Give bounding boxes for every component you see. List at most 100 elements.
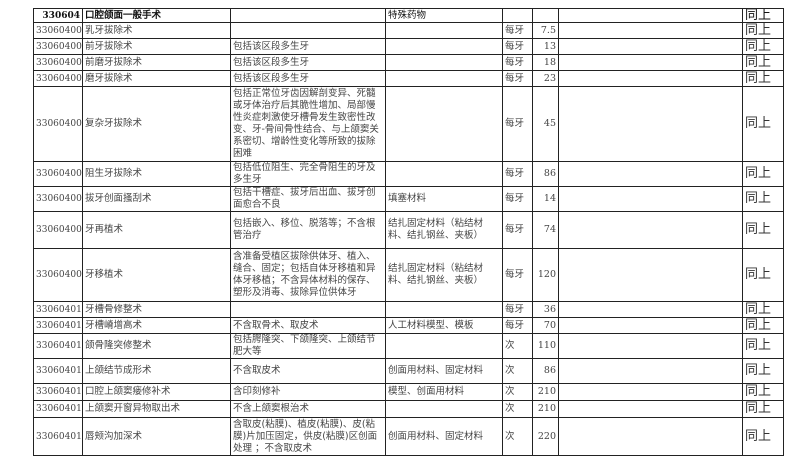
item-remark xyxy=(558,317,743,334)
table-row: 330604016 唇颊沟加深术 含取皮(粘膜)、植皮(粘膜)、皮(粘膜)片加压固定… xyxy=(33,417,784,456)
table-row: 330604010 牙槽骨修整术 每牙 36 同上 xyxy=(33,301,784,318)
table-row: 330604011 牙槽嵴增高术 不含取骨术、取皮术 人工材料模型、模板 每牙 70 同上 xyxy=(33,317,784,334)
table-row: 330604014 口腔上颌窦瘘修补术 含印刻修补 模型、创面用材料次 210 同上 xyxy=(33,383,784,401)
item-code: 330604015 xyxy=(33,400,83,418)
item-code: 330604003 xyxy=(33,54,83,71)
section-name: 口腔颌面一般手术 xyxy=(82,8,231,23)
item-excluded-materials xyxy=(385,301,503,318)
item-description: 不含取皮术 xyxy=(230,358,386,384)
item-name: 上颌窦开窗异物取出术 xyxy=(82,400,231,418)
item-excluded-materials: 结扎固定材料（粘结材料、结扎钢丝、夹板） xyxy=(385,248,503,302)
item-name: 牙再植术 xyxy=(82,211,231,249)
item-name: 阻生牙拔除术 xyxy=(82,161,231,187)
item-price: 45 xyxy=(532,86,559,162)
section-price xyxy=(532,8,559,23)
item-description xyxy=(230,22,386,39)
item-description: 包括该区段多生牙 xyxy=(230,54,386,71)
item-unit: 每牙 xyxy=(502,317,533,334)
item-excluded-materials: 人工材料模型、模板 xyxy=(385,317,503,334)
item-price: 18 xyxy=(532,54,559,71)
table-row: 330604013 上颌结节成形术 不含取皮术 创面用材料、固定材料次 86 同上 xyxy=(33,358,784,384)
item-excluded-materials: 创面用材料、固定材料 xyxy=(385,358,503,384)
item-price: 13 xyxy=(532,38,559,55)
item-price: 74 xyxy=(532,211,559,249)
table-row: 330604009 牙移植术 含准备受植区拔除供体牙、植入、缝合、固定；包括自体牙移… xyxy=(33,248,784,302)
item-description: 包括腭隆突、下颌隆突、上颌结节肥大等 xyxy=(230,333,386,359)
item-name: 牙移植术 xyxy=(82,248,231,302)
item-name: 口腔上颌窦瘘修补术 xyxy=(82,383,231,401)
item-excluded-materials xyxy=(385,22,503,39)
item-remark xyxy=(558,333,743,359)
item-code: 330604011 xyxy=(33,317,83,334)
item-price: 210 xyxy=(532,400,559,418)
item-excluded-materials xyxy=(385,161,503,187)
item-price: 14 xyxy=(532,186,559,212)
table-row: 330604006 阻生牙拔除术 包括低位阻生、完全骨阻生的牙及多生牙 每牙 86 同上 xyxy=(33,161,784,187)
item-description xyxy=(230,301,386,318)
item-code: 330604004 xyxy=(33,70,83,87)
item-description: 包括该区段多生牙 xyxy=(230,38,386,55)
item-name: 乳牙拔除术 xyxy=(82,22,231,39)
section-header-row: 330604 口腔颌面一般手术 特殊药物 同上 xyxy=(33,8,784,23)
item-price: 23 xyxy=(532,70,559,87)
item-unit: 每牙 xyxy=(502,248,533,302)
section-note: 同上 xyxy=(742,8,784,23)
item-name: 拔牙创面搔刮术 xyxy=(82,186,231,212)
item-excluded-materials: 结扎固定材料（粘结材料、结扎钢丝、夹板） xyxy=(385,211,503,249)
item-excluded-materials xyxy=(385,70,503,87)
item-note: 同上 xyxy=(742,186,784,212)
item-unit: 每牙 xyxy=(502,211,533,249)
item-price: 220 xyxy=(532,417,559,456)
item-unit: 每牙 xyxy=(502,54,533,71)
item-note: 同上 xyxy=(742,22,784,39)
item-code: 330604012 xyxy=(33,333,83,359)
table-row: 330604007 拔牙创面搔刮术 包括干槽症、拔牙后出血、拔牙创面愈合不良 填塞材料… xyxy=(33,186,784,212)
item-price: 36 xyxy=(532,301,559,318)
table-row: 330604002 前牙拔除术 包括该区段多生牙 每牙 13 同上 xyxy=(33,38,784,55)
item-description: 含取皮(粘膜)、植皮(粘膜)、皮(粘膜)片加压固定，供皮(粘膜)区创面处理 ；不… xyxy=(230,417,386,456)
item-code: 330604009 xyxy=(33,248,83,302)
item-name: 前牙拔除术 xyxy=(82,38,231,55)
item-remark xyxy=(558,400,743,418)
item-unit: 次 xyxy=(502,358,533,384)
item-code: 330604008 xyxy=(33,211,83,249)
item-code: 330604013 xyxy=(33,358,83,384)
item-remark xyxy=(558,358,743,384)
item-price: 110 xyxy=(532,333,559,359)
item-unit: 每牙 xyxy=(502,38,533,55)
item-excluded-materials xyxy=(385,400,503,418)
item-unit: 次 xyxy=(502,400,533,418)
item-description: 包括正常位牙齿因解剖变异、死髓或牙体治疗后其脆性增加、局部慢性炎症刺激使牙槽骨发… xyxy=(230,86,386,162)
item-remark xyxy=(558,70,743,87)
item-remark xyxy=(558,301,743,318)
section-desc xyxy=(230,8,386,23)
table-row: 330604012 颌骨隆突修整术 包括腭隆突、下颌隆突、上颌结节肥大等 次 110 同上 xyxy=(33,333,784,359)
item-unit: 次 xyxy=(502,417,533,456)
item-unit: 每牙 xyxy=(502,22,533,39)
item-note: 同上 xyxy=(742,400,784,418)
item-code: 330604010 xyxy=(33,301,83,318)
item-note: 同上 xyxy=(742,161,784,187)
item-name: 牙槽骨修整术 xyxy=(82,301,231,318)
item-note: 同上 xyxy=(742,317,784,334)
item-remark xyxy=(558,383,743,401)
item-excluded-materials xyxy=(385,38,503,55)
fee-schedule-table: 330604 口腔颌面一般手术 特殊药物 同上 330604001 乳牙拔除术 每牙… xyxy=(33,8,784,456)
item-note: 同上 xyxy=(742,248,784,302)
item-code: 330604014 xyxy=(33,383,83,401)
item-name: 牙槽嵴增高术 xyxy=(82,317,231,334)
item-excluded-materials: 创面用材料、固定材料 xyxy=(385,417,503,456)
item-description: 包括低位阻生、完全骨阻生的牙及多生牙 xyxy=(230,161,386,187)
item-excluded-materials: 填塞材料 xyxy=(385,186,503,212)
item-remark xyxy=(558,417,743,456)
item-excluded-materials xyxy=(385,54,503,71)
item-price: 86 xyxy=(532,358,559,384)
item-name: 唇颊沟加深术 xyxy=(82,417,231,456)
item-name: 复杂牙拔除术 xyxy=(82,86,231,162)
item-remark xyxy=(558,86,743,162)
item-description: 包括干槽症、拔牙后出血、拔牙创面愈合不良 xyxy=(230,186,386,212)
item-description: 不含取骨术、取皮术 xyxy=(230,317,386,334)
item-unit: 每牙 xyxy=(502,86,533,162)
item-note: 同上 xyxy=(742,358,784,384)
item-unit: 每牙 xyxy=(502,70,533,87)
